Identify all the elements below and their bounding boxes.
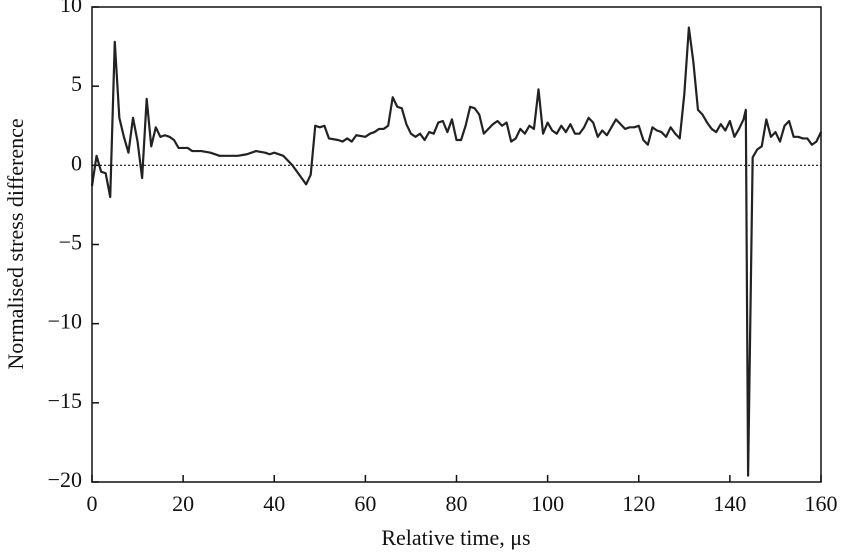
x-tick-label: 0 — [87, 491, 98, 516]
x-tick-label: 140 — [713, 491, 746, 516]
x-tick-label: 60 — [354, 491, 376, 516]
data-line — [90, 26, 822, 477]
y-tick-label: −10 — [48, 309, 82, 334]
y-tick-label: 5 — [71, 71, 82, 96]
x-tick-label: 120 — [622, 491, 655, 516]
x-tick-label: 100 — [531, 491, 564, 516]
x-tick-label: 20 — [172, 491, 194, 516]
y-axis-label: Normalised stress difference — [3, 118, 28, 369]
x-tick-label: 160 — [805, 491, 838, 516]
y-tick-label: 10 — [60, 0, 82, 17]
plot-frame — [91, 6, 822, 483]
x-tick-label: 80 — [446, 491, 468, 516]
x-axis-label: Relative time, μs — [381, 525, 530, 550]
y-tick-label: −15 — [48, 388, 82, 413]
y-tick-label: −20 — [48, 467, 82, 492]
x-tick-label: 40 — [263, 491, 285, 516]
y-tick-label: −5 — [59, 230, 82, 255]
y-tick-label: 0 — [71, 150, 82, 175]
